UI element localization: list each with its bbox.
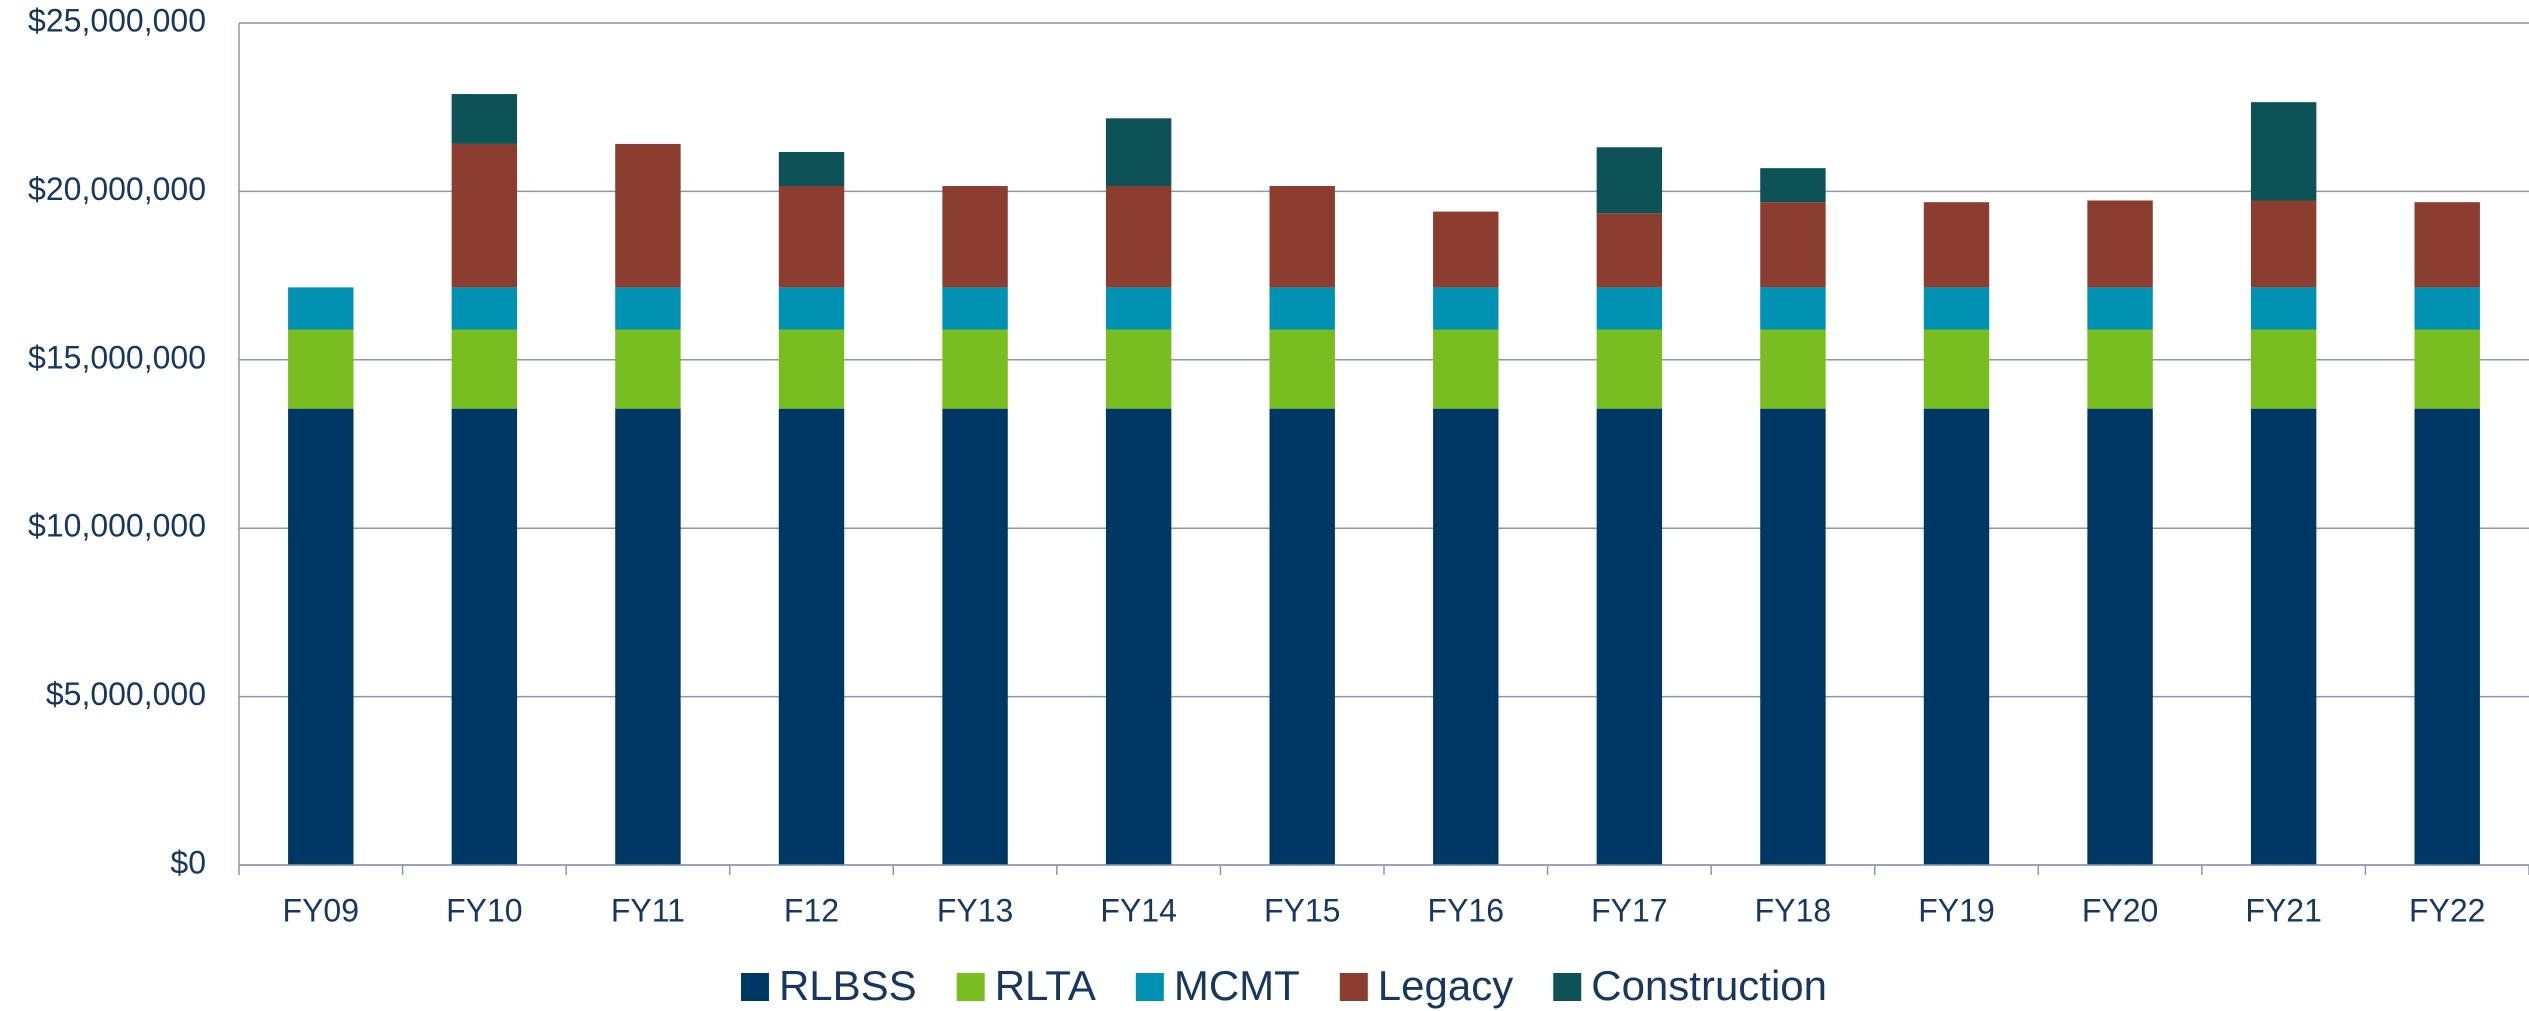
bar-segment — [942, 408, 1008, 865]
bar-segment — [1105, 329, 1172, 409]
bar-segment — [1269, 287, 1335, 330]
bar-segment — [1105, 118, 1172, 187]
bar-segment — [2250, 408, 2317, 865]
bar-segment — [1923, 287, 1990, 330]
bar-segment — [942, 329, 1008, 409]
bar-segment — [778, 151, 845, 187]
bar-segment — [2250, 200, 2317, 288]
y-tick-label: $15,000,000 — [28, 339, 206, 375]
legend-label: RLBSS — [779, 962, 917, 1009]
bar-segment — [1760, 329, 1826, 409]
bar-segment — [2414, 202, 2480, 288]
x-tick-label: FY13 — [937, 892, 1013, 928]
x-tick-label: FY16 — [1428, 892, 1504, 928]
legend-label: RLTA — [995, 962, 1096, 1009]
bar-segment — [1433, 287, 1499, 330]
bar-segment — [2087, 200, 2153, 288]
bar-segment — [2087, 287, 2153, 330]
bar-segment — [1760, 168, 1826, 203]
bar-segment — [1596, 408, 1663, 865]
bar-segment — [2414, 329, 2480, 409]
bar-segment — [451, 287, 518, 330]
bar-segment — [2414, 408, 2480, 865]
bar-segment — [2250, 102, 2317, 201]
bar-segment — [778, 329, 845, 409]
bar-segment — [1433, 211, 1499, 288]
y-tick-label: $0 — [170, 844, 206, 880]
bar-segment — [288, 408, 354, 865]
bar-segment — [1269, 408, 1335, 865]
x-tick-label: FY20 — [2082, 892, 2158, 928]
bar-segment — [2087, 329, 2153, 409]
bar-segment — [615, 143, 681, 288]
bar-segment — [2087, 408, 2153, 865]
x-tick-label: FY19 — [1918, 892, 1994, 928]
bar-segment — [1923, 329, 1990, 409]
bar-segment — [1433, 329, 1499, 409]
bar-segment — [2250, 329, 2317, 409]
legend-swatch — [1339, 973, 1368, 1001]
bar-segment — [942, 287, 1008, 330]
bar-segment — [615, 408, 681, 865]
bar-segment — [1760, 202, 1826, 288]
bar-segment — [1923, 408, 1990, 865]
bar-segment — [615, 287, 681, 330]
bar-segment — [778, 287, 845, 330]
x-tick-label: FY09 — [283, 892, 359, 928]
x-tick-label: F12 — [784, 892, 839, 928]
bar-segment — [451, 408, 518, 865]
bar-segment — [1105, 287, 1172, 330]
bar-segment — [1596, 213, 1663, 288]
bar-segment — [778, 408, 845, 865]
bar-segment — [1596, 329, 1663, 409]
bar-segment — [2250, 287, 2317, 330]
legend-label: Construction — [1591, 962, 1827, 1009]
legend-swatch — [956, 973, 985, 1001]
legend-swatch — [1553, 973, 1582, 1001]
bar-segment — [1105, 408, 1172, 865]
bar-segment — [1269, 186, 1335, 288]
bar-segment — [1760, 408, 1826, 865]
bar-segment — [2414, 287, 2480, 330]
x-tick-label: FY11 — [611, 892, 685, 928]
bar-segment — [1760, 287, 1826, 330]
legend-swatch — [1135, 973, 1164, 1001]
x-tick-label: FY17 — [1591, 892, 1667, 928]
x-tick-label: FY15 — [1264, 892, 1340, 928]
bar-segment — [942, 186, 1008, 288]
x-tick-label: FY22 — [2409, 892, 2485, 928]
legend-label: Legacy — [1378, 962, 1513, 1009]
bar-segment — [451, 329, 518, 409]
x-tick-label: FY10 — [446, 892, 522, 928]
bar-segment — [1433, 408, 1499, 865]
bar-segment — [451, 143, 518, 288]
y-tick-label: $10,000,000 — [28, 508, 206, 544]
x-tick-label: FY21 — [2245, 892, 2321, 928]
y-tick-label: $5,000,000 — [46, 676, 206, 712]
bar-segment — [1596, 147, 1663, 214]
bar-segment — [615, 329, 681, 409]
bar-segment — [778, 186, 845, 288]
legend-swatch — [740, 973, 769, 1001]
x-tick-label: FY14 — [1100, 892, 1176, 928]
bar-segment — [1923, 202, 1990, 288]
bar-segment — [288, 287, 354, 330]
x-tick-label: FY18 — [1755, 892, 1831, 928]
legend-label: MCMT — [1174, 962, 1300, 1009]
bar-segment — [1596, 287, 1663, 330]
y-tick-label: $25,000,000 — [28, 2, 206, 38]
bar-segment — [1105, 186, 1172, 288]
bar-segment — [1269, 329, 1335, 409]
bar-segment — [451, 94, 518, 144]
bar-segment — [288, 329, 354, 409]
y-tick-label: $20,000,000 — [28, 171, 206, 207]
